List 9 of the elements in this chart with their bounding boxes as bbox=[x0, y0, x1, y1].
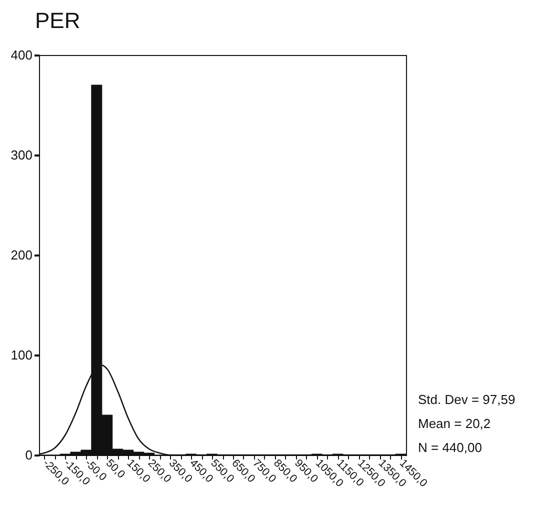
y-tick-label: 0 bbox=[25, 448, 32, 462]
chart-title: PER bbox=[35, 8, 80, 33]
text: Mean = 20,2 bbox=[418, 415, 492, 433]
y-tick-label: 200 bbox=[10, 248, 32, 262]
y-tick-label: 400 bbox=[10, 48, 32, 62]
y-tick-label: 100 bbox=[10, 348, 32, 362]
text: N = 440,00 bbox=[418, 440, 482, 455]
y-tick-label: 300 bbox=[10, 148, 32, 162]
text: Std. Dev = 97,59 bbox=[418, 391, 516, 409]
